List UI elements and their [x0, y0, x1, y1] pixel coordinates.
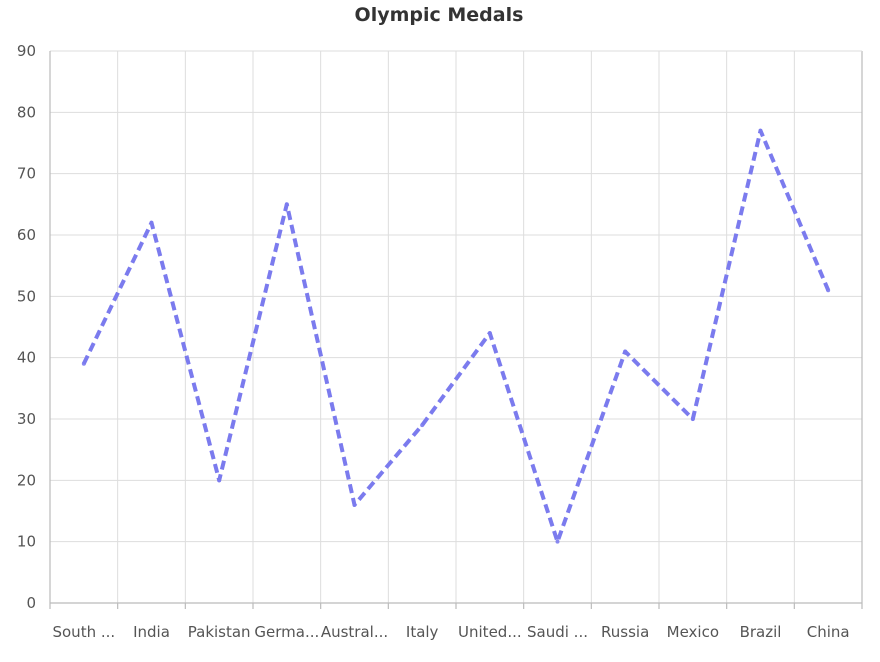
y-tick-label: 80 [17, 103, 36, 121]
y-tick-label: 60 [17, 226, 36, 244]
data-point [826, 288, 831, 293]
data-point [487, 331, 492, 336]
y-tick-label: 90 [17, 42, 36, 60]
x-tick-label: Mexico [667, 623, 719, 641]
x-tick-label: China [807, 623, 850, 641]
x-tick-label: Saudi ... [527, 623, 588, 641]
series-line [81, 128, 831, 544]
y-tick-label: 0 [26, 594, 36, 612]
x-tick-label: South ... [52, 623, 115, 641]
x-tick-label: Austral... [321, 623, 388, 641]
y-tick-label: 10 [17, 533, 36, 551]
grid [50, 50, 862, 603]
data-point [217, 478, 222, 483]
x-tick-label: Italy [406, 623, 439, 641]
data-point [149, 220, 154, 225]
data-point [690, 417, 695, 421]
data-point [81, 361, 86, 366]
y-axis-tick-labels: 0 10 20 30 40 50 60 70 80 90 [17, 42, 36, 612]
chart-title: Olympic Medals [355, 4, 524, 26]
x-tick-label: Pakistan [188, 623, 251, 641]
y-tick-label: 70 [17, 165, 36, 183]
x-tick-label: Brazil [740, 623, 782, 641]
x-tick-label: Russia [601, 623, 649, 641]
data-point [352, 502, 357, 507]
x-axis-tick-labels: South ... India Pakistan Germa... Austral...… [52, 623, 849, 641]
y-tick-label: 40 [17, 349, 36, 367]
data-point [555, 539, 560, 544]
y-tick-label: 50 [17, 287, 36, 305]
axes [49, 50, 863, 609]
x-tick-label: United... [458, 623, 522, 641]
data-point [284, 202, 289, 207]
x-tick-label: Germa... [254, 623, 319, 641]
y-tick-label: 20 [17, 471, 36, 489]
data-point [623, 349, 628, 354]
data-point [758, 128, 763, 133]
x-tick-label: India [133, 623, 170, 641]
y-tick-label: 30 [17, 410, 36, 428]
series-layer [81, 128, 831, 544]
data-point [420, 423, 425, 428]
